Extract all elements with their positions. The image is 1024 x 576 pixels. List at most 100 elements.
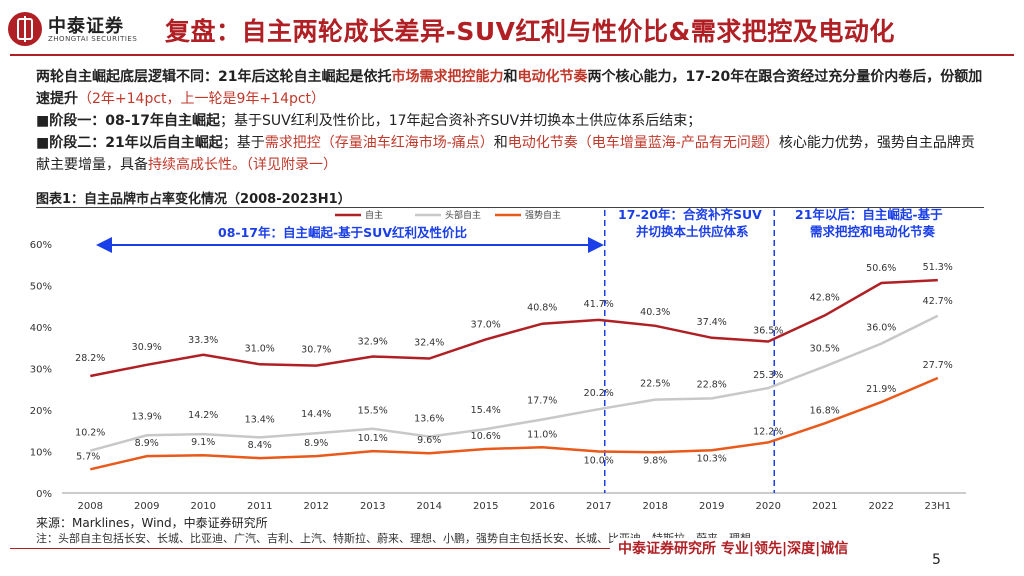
- data-label: 17.7%: [527, 396, 557, 407]
- y-tick-label: 20%: [30, 406, 52, 417]
- x-tick-label: 2012: [304, 501, 329, 512]
- y-tick-label: 60%: [30, 240, 52, 251]
- data-label: 31.0%: [245, 343, 275, 354]
- data-label: 32.4%: [414, 338, 444, 349]
- y-tick-label: 10%: [30, 448, 52, 459]
- chart-legend: 自主 头部自主 强势自主: [335, 209, 561, 221]
- y-tick-label: 40%: [30, 323, 52, 334]
- data-label: 41.7%: [584, 299, 614, 310]
- phase3-label-line1: 21年以后：自主崛起-基于: [795, 207, 943, 222]
- data-label: 10.0%: [584, 456, 614, 467]
- p3-highlight-ev: 电动化节奏（电车增量蓝海-产品有无问题）: [507, 135, 779, 151]
- data-label: 13.6%: [414, 414, 444, 425]
- market-share-line-chart: 自主 头部自主 强势自主 0% 10% 20% 30% 40% 50% 60% 2008 2009…: [30, 207, 966, 512]
- footer-divider: [10, 548, 610, 549]
- phase3-label-line2: 需求把控和电动化节奏: [810, 224, 936, 239]
- data-label: 20.2%: [584, 388, 614, 399]
- data-label: 37.0%: [471, 319, 501, 330]
- bullet-icon: ■: [36, 113, 50, 129]
- data-label: 40.3%: [640, 307, 670, 318]
- y-tick-label: 0%: [36, 489, 52, 500]
- data-label: 15.4%: [471, 405, 501, 416]
- x-tick-label: 23H1: [924, 501, 951, 512]
- x-tick-label: 2015: [473, 501, 498, 512]
- data-label: 8.9%: [304, 438, 328, 449]
- summary-paragraph-1: 两轮自主崛起底层逻辑不同：21年后这轮自主崛起是依托市场需求把控能力和电动化节奏…: [36, 66, 988, 110]
- header-divider: [10, 54, 1014, 56]
- figure-title: 图表1：自主品牌市占率变化情况（2008-2023H1）: [36, 192, 351, 207]
- data-label: 8.4%: [248, 440, 272, 451]
- x-tick-label: 2014: [417, 501, 442, 512]
- data-label: 21.9%: [866, 384, 896, 395]
- data-label: 16.8%: [810, 405, 840, 416]
- phase-dividers: [604, 210, 775, 493]
- data-label: 36.0%: [866, 323, 896, 334]
- chart-series: [89, 278, 939, 471]
- data-label: 32.9%: [358, 336, 388, 347]
- x-tick-label: 2009: [134, 501, 159, 512]
- data-label: 13.9%: [132, 411, 162, 422]
- data-label: 22.8%: [697, 379, 727, 390]
- phase2-label-line2: 并切换本土供应体系: [636, 224, 749, 239]
- data-label: 33.3%: [188, 335, 218, 346]
- data-label: 30.9%: [132, 342, 162, 353]
- figure-title-divider: [36, 207, 984, 208]
- legend-label: 头部自主: [445, 209, 481, 221]
- data-label: 13.4%: [245, 414, 275, 425]
- x-tick-label: 2017: [586, 501, 611, 512]
- brand-logo-icon: [8, 12, 42, 46]
- x-tick-label: 2022: [869, 501, 894, 512]
- source-note: 来源：Marklines，Wind，中泰证券研究所: [36, 516, 268, 530]
- data-label: 50.6%: [866, 263, 896, 274]
- data-label: 9.8%: [643, 455, 667, 466]
- x-tick-label: 2013: [360, 501, 385, 512]
- p2-phase-label: 阶段一：08-17年自主崛起: [49, 113, 221, 129]
- p3-highlight-growth: 持续高成长性: [148, 157, 232, 173]
- x-tick-label: 2020: [756, 501, 781, 512]
- p1-text-a: 两轮自主崛起底层逻辑不同：21年后这轮自主崛起是依托: [36, 69, 392, 85]
- legend-label: 自主: [365, 209, 383, 221]
- data-label: 30.5%: [810, 343, 840, 354]
- data-label: 40.8%: [527, 303, 557, 314]
- y-tick-label: 50%: [30, 282, 52, 293]
- x-tick-label: 2021: [812, 501, 837, 512]
- data-label: 10.1%: [358, 433, 388, 444]
- data-label: 8.9%: [135, 438, 159, 449]
- x-tick-label: 2018: [643, 501, 668, 512]
- x-tick-label: 2016: [530, 501, 555, 512]
- phase1-label: 08-17年：自主崛起-基于SUV红利及性价比: [218, 225, 467, 240]
- p1-highlight-ev: 电动化节奏: [517, 69, 588, 85]
- p3-text-d: 和: [493, 135, 508, 151]
- x-tick-label: 2019: [699, 501, 724, 512]
- data-labels: 28.2% 30.9% 33.3% 31.0% 30.7% 32.9% 32.4% 37.0%…: [75, 262, 953, 466]
- p3-highlight-demand: 需求把控（存量油车红海市场-痛点）: [264, 135, 494, 151]
- data-label: 42.7%: [923, 296, 953, 307]
- data-label: 28.2%: [75, 353, 105, 364]
- data-label: 10.3%: [697, 453, 727, 464]
- p3-text-f: 核心能力优势，强势自主品牌贡献主要增量，具备: [36, 135, 975, 173]
- data-label: 14.4%: [301, 409, 331, 420]
- data-label: 30.7%: [301, 345, 331, 356]
- p3-phase-label: 阶段二：21年以后自主崛起: [49, 135, 223, 151]
- legend-label: 强势自主: [525, 209, 561, 221]
- summary-paragraph-3: ■阶段二：21年以后自主崛起；基于需求把控（存量油车红海市场-痛点）和电动化节奏…: [36, 132, 988, 176]
- p1-text-e: 两个核心能力，17-20年在跟合资经过充分量价内卷后，份额加速提升: [36, 69, 983, 107]
- data-label: 5.7%: [76, 451, 100, 462]
- data-label: 42.8%: [810, 292, 840, 303]
- bullet-icon: ■: [36, 135, 50, 151]
- y-tick-label: 30%: [30, 365, 52, 376]
- x-tick-label: 2008: [78, 501, 103, 512]
- data-label: 11.0%: [527, 429, 557, 440]
- phase1-label-bg: [210, 222, 510, 244]
- series-line: [89, 314, 939, 452]
- x-tick-label: 2010: [191, 501, 216, 512]
- y-axis: 0% 10% 20% 30% 40% 50% 60%: [30, 240, 52, 500]
- data-label: 25.3%: [753, 370, 783, 381]
- summary-text: 两轮自主崛起底层逻辑不同：21年后这轮自主崛起是依托市场需求把控能力和电动化节奏…: [36, 66, 988, 176]
- page-title: 复盘：自主两轮成长差异-SUV红利与性价比&需求把控及电动化: [165, 17, 895, 46]
- data-label: 51.3%: [923, 262, 953, 273]
- p3-appendix-ref: 。（详见附录一）: [232, 157, 337, 173]
- data-label: 9.6%: [417, 435, 441, 446]
- p1-highlight-demand: 市场需求把控能力: [391, 69, 504, 85]
- series-line: [90, 278, 938, 378]
